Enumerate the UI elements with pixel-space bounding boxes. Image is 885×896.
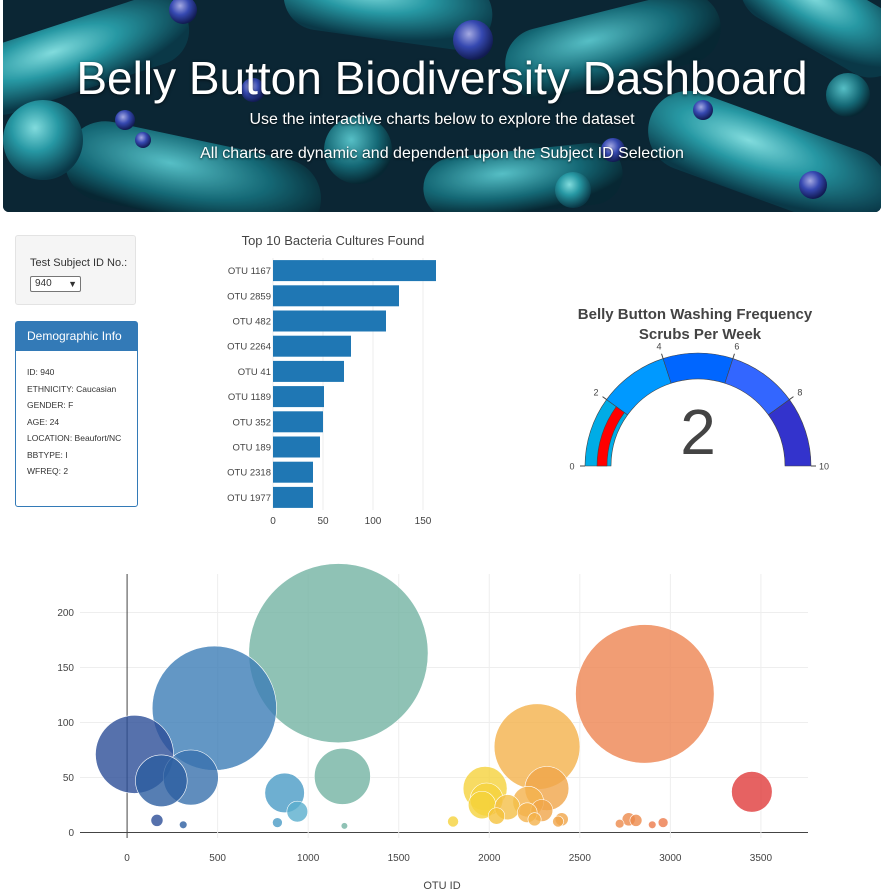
bubble-point[interactable] — [272, 817, 283, 828]
bubble-point[interactable] — [552, 815, 564, 828]
bar[interactable] — [273, 461, 313, 483]
bar[interactable] — [273, 386, 324, 408]
bubble-x-tick-label: 3500 — [750, 853, 773, 864]
bar[interactable] — [273, 486, 313, 508]
bubble-point[interactable] — [629, 814, 643, 827]
bubble-point[interactable] — [340, 822, 348, 830]
demographic-item: WFREQ: 2 — [27, 466, 69, 476]
bubble-x-tick-label: 1000 — [297, 853, 320, 864]
bubble-x-tick-label: 2500 — [569, 853, 592, 864]
gauge-title-line1: Belly Button Washing Frequency — [578, 306, 813, 323]
subject-selector-panel: Test Subject ID No.: 940 ▼ — [15, 235, 136, 305]
bar[interactable] — [273, 310, 386, 332]
demographic-info-panel: Demographic Info ID: 940 ETHNICITY: Cauca… — [15, 321, 138, 507]
page-title: Belly Button Biodiversity Dashboard — [76, 52, 808, 104]
bubble-point[interactable] — [314, 748, 371, 805]
demographic-info-title: Demographic Info — [16, 322, 137, 351]
demographic-item: LOCATION: Beaufort/NC — [27, 433, 122, 443]
bar-x-tick-label: 50 — [317, 516, 329, 527]
subject-id-value: 940 — [35, 278, 52, 289]
bubble-point[interactable] — [248, 563, 429, 744]
bubble-point[interactable] — [648, 820, 657, 829]
bar-category-label: OTU 2264 — [227, 342, 271, 353]
bar[interactable] — [273, 360, 344, 382]
washing-frequency-gauge: Belly Button Washing Frequency Scrubs Pe… — [569, 306, 829, 472]
bar[interactable] — [273, 285, 399, 307]
bubble-y-tick-label: 50 — [63, 773, 75, 784]
bubble-x-tick-label: 0 — [124, 853, 130, 864]
gauge-tick — [602, 396, 607, 400]
bubble-x-tick-label: 2000 — [478, 853, 501, 864]
bar[interactable] — [273, 335, 351, 357]
bubble-point[interactable] — [487, 807, 506, 825]
demographic-item: BBTYPE: I — [27, 449, 68, 460]
gauge-value-number: 2 — [680, 396, 716, 468]
gauge-value-bar[interactable] — [596, 406, 625, 467]
bar-x-tick-label: 150 — [415, 516, 432, 527]
bar-category-label: OTU 41 — [238, 367, 271, 378]
demographic-item: ID: 940 — [27, 367, 55, 377]
bubble-x-tick-label: 500 — [209, 853, 226, 864]
bar-category-label: OTU 352 — [232, 417, 271, 428]
gauge-step[interactable] — [767, 399, 812, 467]
bar-x-tick-label: 0 — [270, 516, 276, 527]
bubble-point[interactable] — [179, 820, 188, 829]
gauge-tick-label: 10 — [819, 462, 829, 472]
subject-id-label: Test Subject ID No.: — [30, 257, 128, 269]
bubble-x-tick-label: 3000 — [659, 853, 682, 864]
bubble-point[interactable] — [575, 624, 715, 764]
bar-x-tick-label: 100 — [365, 516, 382, 527]
bubble-point[interactable] — [447, 815, 459, 828]
bubble-point[interactable] — [286, 800, 309, 823]
page-subtitle: Use the interactive charts below to expl… — [249, 111, 635, 128]
bacteria-background-image — [3, 0, 881, 212]
bar-category-label: OTU 2318 — [227, 468, 271, 479]
bubble-x-axis-label: OTU ID — [423, 880, 460, 892]
top-10-bar-chart: Top 10 Bacteria Cultures Found 0 50 100 150… — [227, 233, 436, 527]
gauge-tick-label: 0 — [569, 462, 574, 472]
gauge-title-line2: Scrubs Per Week — [639, 326, 762, 343]
page-description: All charts are dynamic and dependent upo… — [200, 145, 684, 162]
bar[interactable] — [273, 411, 323, 433]
gauge-tick — [732, 353, 735, 359]
bar-category-label: OTU 2859 — [227, 291, 271, 302]
gauge-tick — [789, 396, 794, 400]
bar-category-label: OTU 482 — [232, 317, 271, 328]
gauge-tick — [661, 353, 664, 359]
bar-category-label: OTU 1167 — [228, 266, 271, 277]
bar-category-label: OTU 189 — [232, 443, 271, 454]
bubble-point[interactable] — [657, 817, 669, 828]
gauge-tick-label: 6 — [734, 342, 739, 352]
bubble-y-tick-label: 0 — [68, 828, 74, 839]
subject-id-dropdown[interactable]: 940 ▼ — [30, 276, 81, 292]
gauge-tick-label: 2 — [594, 387, 599, 397]
demographic-item: GENDER: F — [27, 400, 74, 410]
gauge-tick-label: 8 — [797, 387, 802, 397]
bubble-point[interactable] — [135, 754, 188, 807]
bar-category-label: OTU 1189 — [228, 392, 271, 403]
bubble-point[interactable] — [527, 812, 542, 827]
bar-category-label: OTU 1977 — [227, 493, 271, 504]
bubble-point[interactable] — [614, 819, 625, 829]
gauge-tick-label: 4 — [657, 342, 662, 352]
gauge-step[interactable] — [662, 352, 734, 384]
bar[interactable] — [273, 260, 436, 282]
demographic-item: ETHNICITY: Caucasian — [27, 383, 117, 394]
bubble-y-tick-label: 150 — [57, 663, 74, 674]
bubble-y-tick-label: 200 — [57, 608, 74, 619]
bubble-point[interactable] — [731, 771, 773, 813]
header-banner: Belly Button Biodiversity Dashboard Use … — [3, 0, 881, 212]
bubble-point[interactable] — [150, 814, 164, 827]
demographic-info-list: ID: 940 ETHNICITY: Caucasian GENDER: F AGE:… — [16, 351, 137, 476]
demographic-item: AGE: 24 — [27, 416, 60, 427]
bubble-x-tick-label: 1500 — [388, 853, 411, 864]
bar-chart-title: Top 10 Bacteria Cultures Found — [242, 233, 425, 248]
bar[interactable] — [273, 436, 320, 458]
chevron-down-icon: ▼ — [68, 279, 77, 289]
bubble-y-tick-label: 100 — [57, 718, 74, 729]
